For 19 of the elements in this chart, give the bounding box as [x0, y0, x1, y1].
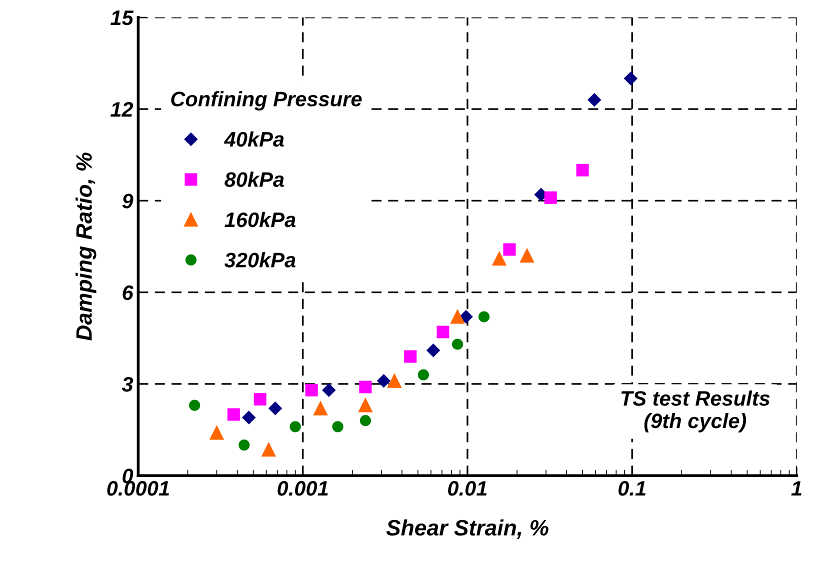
y-tick-label: 6 — [122, 285, 134, 300]
legend-label: 320kPa — [224, 252, 296, 268]
x-tick-label: 1 — [791, 481, 802, 496]
legend-label: 40kPa — [224, 131, 284, 147]
x-tick-label: 0.0001 — [107, 481, 169, 496]
x-axis-title: Shear Strain, % — [386, 519, 548, 539]
x-tick-label: 0.001 — [278, 481, 328, 496]
y-tick-label: 9 — [122, 194, 134, 208]
legend-title: Confining Pressure — [171, 91, 362, 111]
y-tick-label: 15 — [110, 10, 134, 26]
y-tick-label: 12 — [110, 102, 134, 117]
x-tick-label: 0.1 — [618, 481, 646, 496]
x-tick-label: 0.01 — [448, 481, 487, 496]
y-tick-label: 0 — [122, 468, 134, 484]
y-axis-title: Damping Ratio, % — [76, 152, 96, 341]
legend-label: 160kPa — [224, 212, 296, 228]
y-tick-label: 3 — [122, 376, 134, 392]
annotation: TS test Results (9th cycle) — [621, 390, 770, 432]
legend-label: 80kPa — [224, 172, 284, 187]
